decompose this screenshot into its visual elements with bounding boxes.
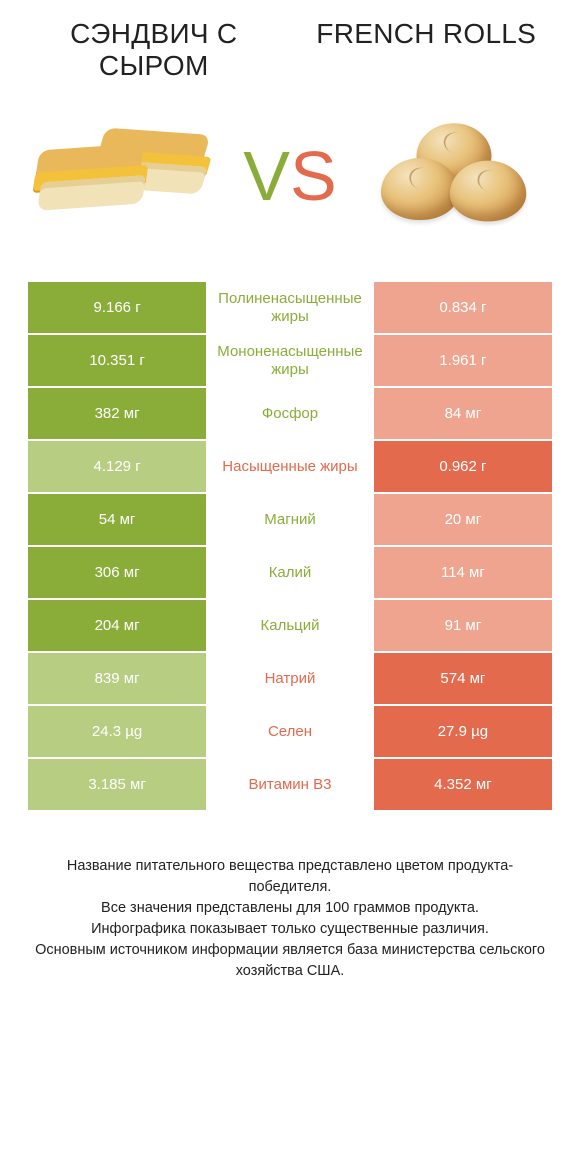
left-value: 839 мг [28,653,206,704]
right-value: 4.352 мг [374,759,552,810]
right-value: 0.962 г [374,441,552,492]
footnote-line: Основным источником информации является … [32,940,548,982]
right-value: 114 мг [374,547,552,598]
nutrient-name: Селен [206,706,374,757]
table-row: 839 мгНатрий574 мг [28,653,552,706]
table-row: 4.129 гНасыщенные жиры0.962 г [28,441,552,494]
hero-row: VS [28,106,552,246]
table-row: 10.351 гМононенасыщенные жиры1.961 г [28,335,552,388]
right-value: 27.9 µg [374,706,552,757]
nutrient-name: Магний [206,494,374,545]
right-value: 91 мг [374,600,552,651]
sandwich-icon [38,121,208,231]
left-value: 382 мг [28,388,206,439]
footnote-line: Название питательного вещества представл… [32,856,548,898]
nutrient-name: Витамин B3 [206,759,374,810]
left-value: 204 мг [28,600,206,651]
right-value: 574 мг [374,653,552,704]
nutrient-table: 9.166 гПолиненасыщенные жиры0.834 г10.35… [28,282,552,812]
vs-v: V [243,141,290,211]
left-value: 24.3 µg [28,706,206,757]
right-value: 1.961 г [374,335,552,386]
title-row: СЭНДВИЧ С СЫРОМ FRENCH ROLLS [28,18,552,82]
right-value: 20 мг [374,494,552,545]
nutrient-name: Мононенасыщенные жиры [206,335,374,386]
footnote: Название питательного вещества представл… [28,856,552,982]
left-value: 4.129 г [28,441,206,492]
right-value: 0.834 г [374,282,552,333]
right-value: 84 мг [374,388,552,439]
left-value: 3.185 мг [28,759,206,810]
table-row: 382 мгФосфор84 мг [28,388,552,441]
nutrient-name: Калий [206,547,374,598]
left-value: 54 мг [28,494,206,545]
nutrient-name: Натрий [206,653,374,704]
infographic: СЭНДВИЧ С СЫРОМ FRENCH ROLLS VS 9.166 гП… [0,0,580,1012]
left-value: 306 мг [28,547,206,598]
table-row: 54 мгМагний20 мг [28,494,552,547]
table-row: 3.185 мгВитамин B34.352 мг [28,759,552,812]
right-product-title: FRENCH ROLLS [300,18,552,50]
nutrient-name: Фосфор [206,388,374,439]
nutrient-name: Полиненасыщенные жиры [206,282,374,333]
right-product-image [362,111,552,241]
left-value: 10.351 г [28,335,206,386]
vs-s: S [290,141,337,211]
table-row: 9.166 гПолиненасыщенные жиры0.834 г [28,282,552,335]
left-product-image [28,111,218,241]
footnote-line: Все значения представлены для 100 граммо… [32,898,548,919]
left-product-title: СЭНДВИЧ С СЫРОМ [28,18,280,82]
rolls-icon [377,116,537,236]
footnote-line: Инфографика показывает только существенн… [32,919,548,940]
vs-label: VS [243,141,336,211]
nutrient-name: Насыщенные жиры [206,441,374,492]
table-row: 24.3 µgСелен27.9 µg [28,706,552,759]
table-row: 306 мгКалий114 мг [28,547,552,600]
table-row: 204 мгКальций91 мг [28,600,552,653]
nutrient-name: Кальций [206,600,374,651]
left-value: 9.166 г [28,282,206,333]
